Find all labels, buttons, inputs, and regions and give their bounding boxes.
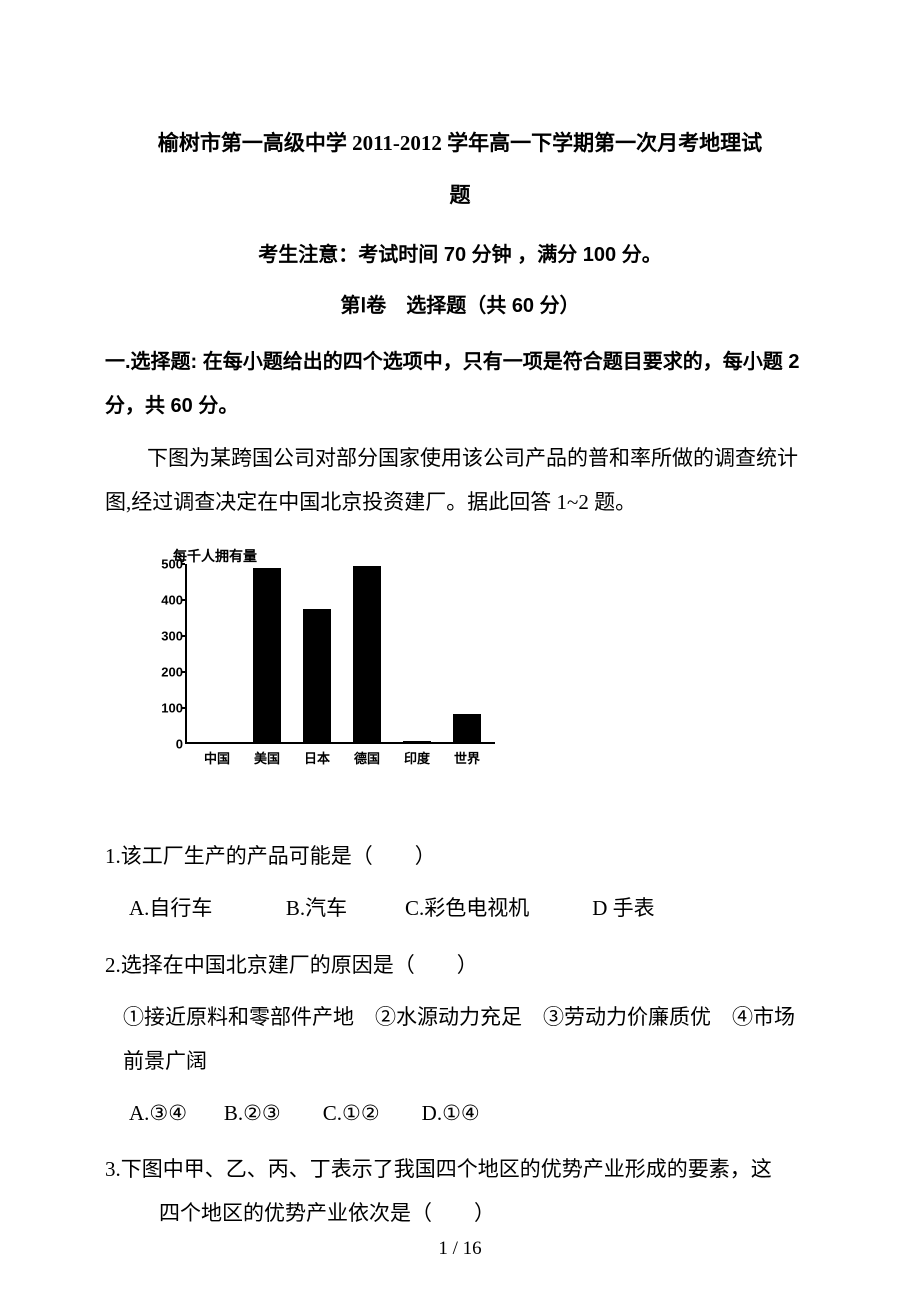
page-number: 1 / 16: [0, 1238, 920, 1260]
chart-x-label: 德国: [347, 748, 387, 767]
instruction-text: 一.选择题: 在每小题给出的四个选项中，只有一项是符合题目要求的，每小题 2 分…: [105, 340, 815, 428]
chart-tick-mark: [181, 599, 185, 601]
chart-bar: [353, 566, 381, 744]
q1-option-c: C.彩色电视机: [405, 886, 529, 930]
q2-option-c: C.①②: [323, 1091, 380, 1135]
chart-x-label: 世界: [447, 748, 487, 767]
chart-ytick-label: 400: [161, 593, 183, 608]
section-header: 第Ⅰ卷 选择题（共 60 分）: [105, 289, 815, 318]
chart-x-label: 印度: [397, 748, 437, 767]
exam-title-line1: 榆树市第一高级中学 2011-2012 学年高一下学期第一次月考地理试: [105, 120, 815, 166]
chart-x-axis: [185, 742, 495, 744]
chart-bar: [253, 568, 281, 744]
q2-option-a: A.③④: [129, 1091, 187, 1135]
chart-plot-area: 0100200300400500中国美国日本德国印度世界: [185, 564, 495, 744]
question-3-line2: 四个地区的优势产业依次是（ ）: [105, 1191, 815, 1235]
chart-y-axis: [185, 564, 187, 744]
bar-chart: 每千人拥有量 0100200300400500中国美国日本德国印度世界: [135, 544, 515, 774]
question-2-statements: ①接近原料和零部件产地 ②水源动力充足 ③劳动力价廉质优 ④市场前景广阔: [105, 995, 815, 1083]
question-1-options: A.自行车 B.汽车 C.彩色电视机 D 手表: [105, 886, 815, 930]
q2-option-b: B.②③: [224, 1091, 281, 1135]
chart-x-label: 日本: [297, 748, 337, 767]
chart-x-label: 中国: [197, 748, 237, 767]
chart-tick-mark: [181, 635, 185, 637]
chart-ytick-label: 100: [161, 701, 183, 716]
q1-option-b: B.汽车: [286, 886, 347, 930]
exam-title-line2: 题: [105, 174, 815, 216]
chart-x-label: 美国: [247, 748, 287, 767]
question-2: 2.选择在中国北京建厂的原因是（ ）: [105, 943, 815, 987]
q2-option-d: D.①④: [422, 1091, 480, 1135]
chart-ytick-label: 500: [161, 557, 183, 572]
chart-tick-mark: [181, 671, 185, 673]
chart-ytick-label: 200: [161, 665, 183, 680]
passage-text: 下图为某跨国公司对部分国家使用该公司产品的普和率所做的调查统计图,经过调查决定在…: [105, 436, 815, 524]
chart-bar: [403, 741, 431, 745]
question-2-options: A.③④ B.②③ C.①② D.①④: [105, 1091, 815, 1135]
q1-option-d: D 手表: [592, 886, 654, 930]
q1-option-a: A.自行车: [129, 886, 212, 930]
question-3-line1: 3.下图中甲、乙、丙、丁表示了我国四个地区的优势产业形成的要素，这: [105, 1147, 815, 1191]
chart-bar: [303, 609, 331, 744]
chart-bar: [453, 714, 481, 745]
chart-y-label: 每千人拥有量: [173, 546, 257, 566]
chart-tick-mark: [181, 563, 185, 565]
chart-ytick-label: 0: [176, 737, 183, 752]
question-1: 1.该工厂生产的产品可能是（ ）: [105, 834, 815, 878]
exam-note: 考生注意：考试时间 70 分钟 ，满分 100 分。: [105, 238, 815, 267]
chart-tick-mark: [181, 707, 185, 709]
chart-bar: [203, 742, 231, 745]
chart-ytick-label: 300: [161, 629, 183, 644]
